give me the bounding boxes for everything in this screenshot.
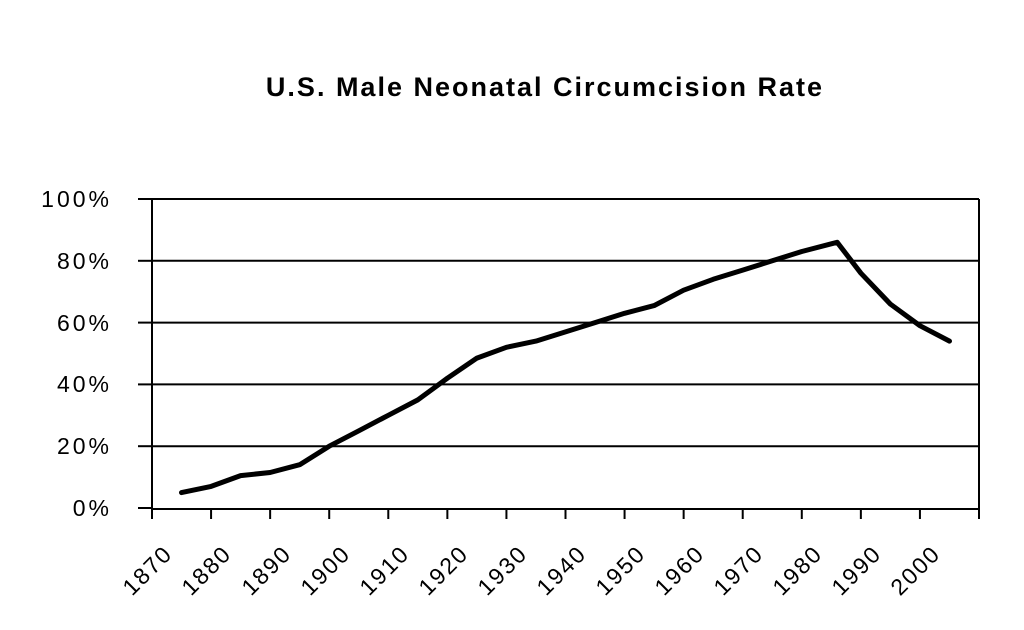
- y-axis-label: 0%: [72, 495, 112, 521]
- y-axis-label: 20%: [56, 433, 112, 460]
- y-axis-label: 80%: [56, 247, 112, 274]
- y-axis-label: 40%: [56, 371, 112, 398]
- chart-title: U.S. Male Neonatal Circumcision Rate: [265, 72, 825, 102]
- data-line-series: [179, 239, 952, 496]
- y-axis-label: 60%: [56, 309, 112, 336]
- y-axis-label: 100%: [41, 186, 112, 212]
